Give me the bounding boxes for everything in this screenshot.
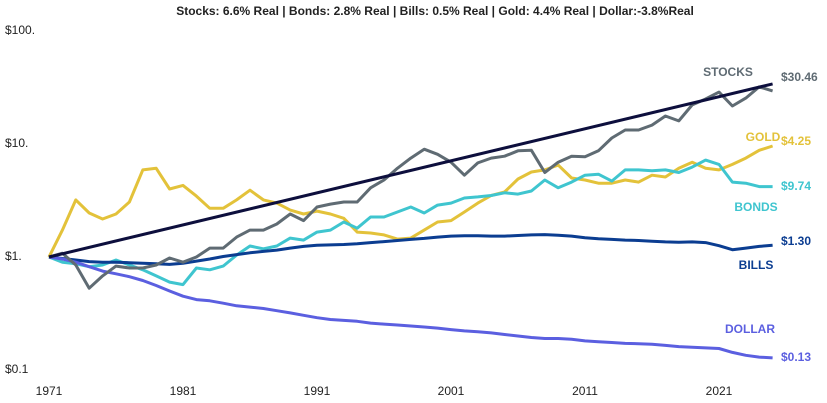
series-line <box>48 158 773 287</box>
y-tick-label: $100. <box>5 23 35 37</box>
x-tick-label: 1981 <box>170 384 197 398</box>
series-name: DOLLAR <box>725 322 775 336</box>
series-name: STOCKS <box>703 65 753 79</box>
end-label: $1.30 <box>781 234 811 248</box>
y-tick-label: $1. <box>5 249 22 263</box>
x-tick-label: 1971 <box>36 384 63 398</box>
trend-line <box>48 82 773 259</box>
series-name: GOLD <box>746 130 781 144</box>
x-tick-label: 2001 <box>438 384 465 398</box>
series-line <box>48 85 774 290</box>
end-label: $9.74 <box>781 179 811 193</box>
series-name: BONDS <box>734 200 777 214</box>
series-line <box>48 255 773 360</box>
x-tick-label: 2021 <box>706 384 733 398</box>
end-label: $4.25 <box>781 134 811 148</box>
y-tick-label: $10. <box>5 136 28 150</box>
y-tick-label: $0.1 <box>5 362 29 376</box>
x-tick-label: 2011 <box>572 384 598 398</box>
end-label: $30.46 <box>781 70 818 84</box>
series-line <box>48 233 773 266</box>
series-name: BILLS <box>739 258 774 272</box>
x-tick-label: 1991 <box>304 384 331 398</box>
end-label: $0.13 <box>781 350 811 364</box>
chart-title: Stocks: 6.6% Real | Bonds: 2.8% Real | B… <box>176 4 694 18</box>
